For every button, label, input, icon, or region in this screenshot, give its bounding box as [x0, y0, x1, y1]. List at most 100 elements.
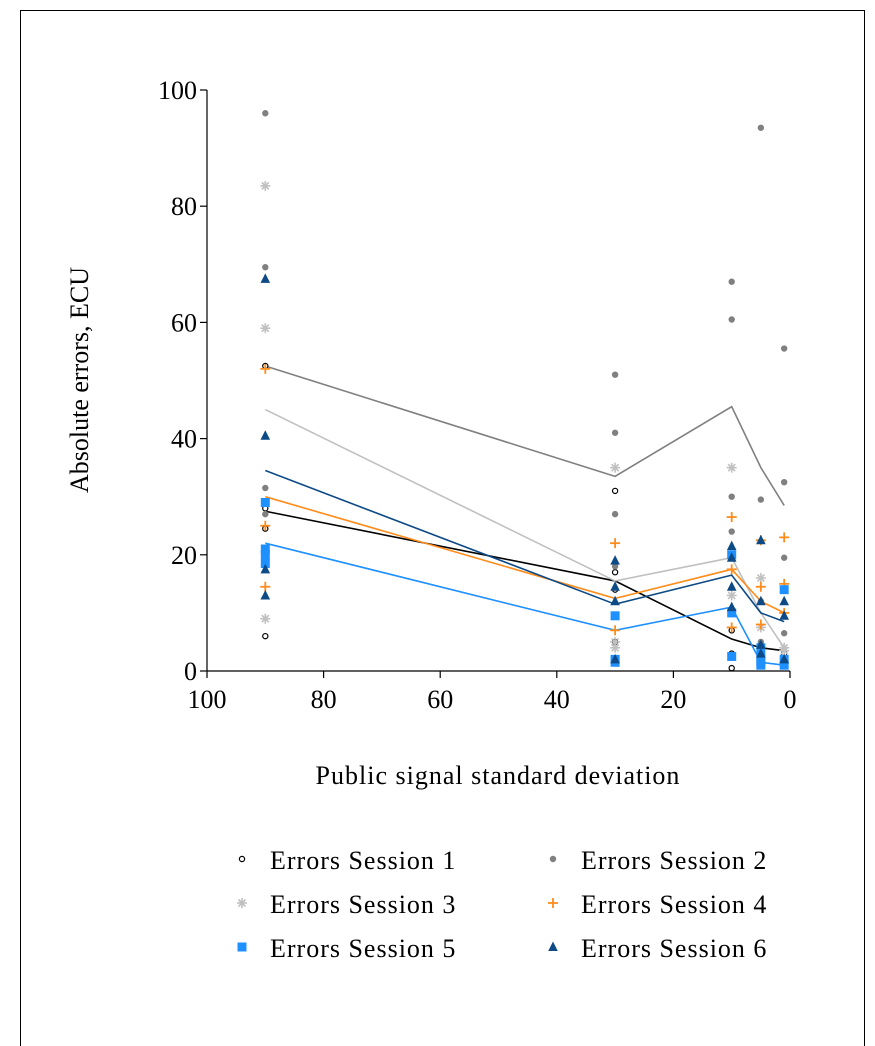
series-6-point — [779, 610, 789, 620]
series-6-point — [726, 601, 737, 612]
legend-marker — [548, 941, 558, 951]
series-1-point — [262, 632, 269, 640]
series-6-point — [779, 595, 789, 606]
legend-item: Errors Session 1 — [238, 846, 455, 875]
series-2-point — [780, 554, 788, 561]
legend-item: Errors Session 4 — [548, 890, 767, 919]
series-3-point — [260, 180, 271, 191]
series-2-point — [757, 496, 765, 503]
series-6-line — [265, 469, 785, 623]
series-2-point — [780, 478, 788, 486]
y-tick-label: 20 — [171, 541, 197, 570]
x-tick-label: 40 — [544, 685, 570, 714]
series-3-point — [610, 642, 621, 653]
y-tick-label: 100 — [158, 76, 197, 105]
series-6-point — [260, 430, 271, 440]
series-6-point — [610, 555, 620, 565]
legend-item: Errors Session 6 — [548, 934, 767, 963]
series-2-point — [757, 124, 765, 131]
series-5-line — [265, 542, 785, 666]
x-tick-label: 20 — [660, 685, 686, 714]
series-6-point — [260, 273, 271, 283]
series-6-point — [756, 595, 766, 606]
series-5-point — [260, 498, 270, 508]
series-4-point — [726, 622, 737, 633]
x-axis-label: Public signal standard deviation — [316, 761, 681, 790]
y-tick-label: 60 — [171, 308, 197, 337]
series-2-point — [728, 528, 735, 535]
legend-label: Errors Session 4 — [581, 890, 767, 919]
legend-item: Errors Session 2 — [549, 846, 766, 875]
series-2-point — [611, 563, 619, 570]
series-5-point — [260, 550, 270, 560]
series-3-point — [726, 590, 737, 601]
legend-marker — [238, 855, 246, 863]
series-5-point — [756, 660, 766, 670]
series-6-point — [756, 534, 766, 545]
y-tick-label: 80 — [171, 192, 197, 221]
chart-frame — [20, 10, 865, 1046]
y-tick-label: 0 — [184, 657, 197, 686]
series-2-point — [780, 630, 788, 637]
axes — [206, 90, 790, 672]
series-2-point — [728, 278, 735, 285]
x-tick-label: 100 — [188, 685, 227, 714]
series-lines — [264, 365, 785, 666]
legend-marker — [548, 898, 558, 908]
series-6-point — [610, 595, 620, 606]
series-2-point — [611, 510, 619, 518]
series-1-point — [728, 664, 735, 672]
series-2-point — [728, 493, 735, 500]
series-6-point — [260, 589, 271, 600]
series-2-line — [265, 365, 785, 506]
ticks: 100 80 60 40 20 0 0 20 40 60 80 100 — [158, 76, 797, 714]
legend-marker — [237, 898, 247, 908]
series-4-point — [755, 581, 766, 592]
series-4-point — [755, 619, 766, 630]
series-5-point — [779, 585, 789, 595]
series-6-point — [726, 581, 737, 591]
series-4-point — [260, 363, 271, 374]
series-4-point — [260, 520, 271, 531]
series-3-point — [260, 613, 271, 624]
series-5-point — [260, 559, 270, 569]
series-3-point — [610, 462, 621, 473]
series-5-point — [779, 660, 789, 670]
series-3-point — [726, 462, 737, 473]
y-tick-label: 40 — [171, 425, 197, 454]
series-1-line — [265, 510, 785, 652]
x-tick-label: 0 — [784, 685, 797, 714]
legend-marker — [237, 942, 247, 952]
series-2-point — [262, 110, 269, 117]
series-6-point — [610, 653, 620, 664]
series-2-point — [611, 429, 619, 436]
series-2-point — [262, 510, 269, 518]
series-6-point — [756, 648, 766, 658]
series-5-point — [260, 544, 270, 554]
series-2-point — [728, 316, 735, 323]
series-5-point — [610, 611, 620, 621]
series-3-point — [260, 323, 271, 334]
y-axis-label: Absolute errors, ECU — [65, 267, 94, 493]
series-4-point — [726, 512, 737, 523]
series-2-point — [780, 345, 788, 352]
legend-label: Errors Session 5 — [270, 934, 456, 963]
series-4-line — [265, 495, 785, 614]
series-6-point — [756, 639, 766, 649]
series-markers — [260, 110, 790, 672]
series-5-point — [727, 608, 737, 618]
legend: Errors Session 1 Errors Session 2 Errors S… — [237, 846, 767, 963]
series-1-point — [611, 569, 619, 576]
series-4-point — [610, 625, 621, 636]
series-6-point — [726, 540, 737, 551]
series-5-point — [727, 651, 737, 661]
series-4-point — [610, 538, 621, 549]
series-6-point — [779, 653, 789, 664]
legend-item: Errors Session 5 — [237, 934, 456, 963]
legend-label: Errors Session 6 — [581, 934, 767, 963]
series-4-point — [726, 564, 737, 575]
series-2-point — [262, 264, 269, 271]
legend-item: Errors Session 3 — [237, 890, 455, 919]
series-6-point — [610, 581, 620, 591]
